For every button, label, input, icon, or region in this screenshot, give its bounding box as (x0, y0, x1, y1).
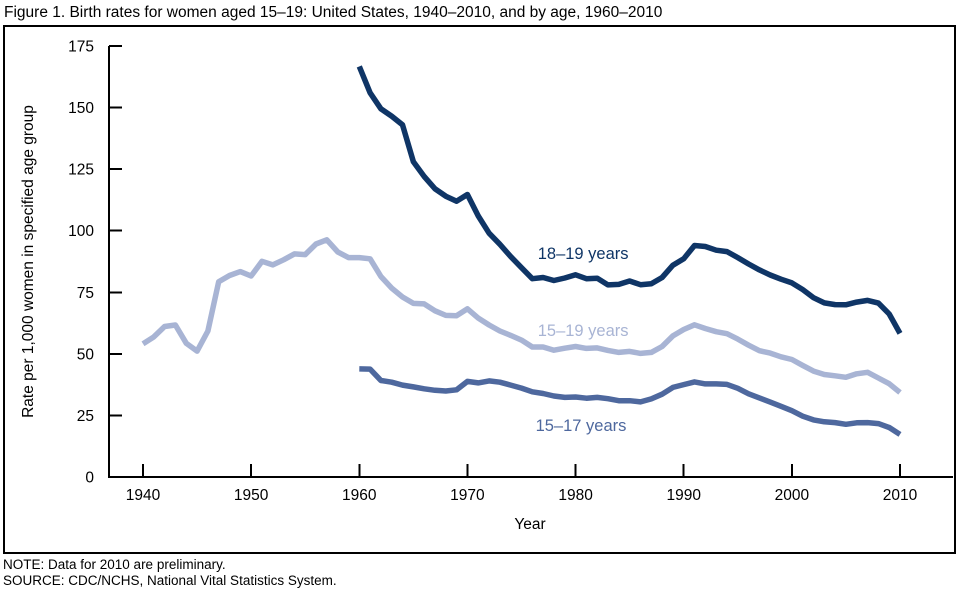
chart-canvas: 0 25 50 75 100 125 150 175 1940 1950 1960 1970 1980 1… (3, 25, 956, 554)
series-line-15-17 (359, 366, 902, 437)
x-tick-label: 2000 (775, 487, 810, 504)
y-tick-label: 175 (68, 39, 94, 56)
x-tick-label: 1970 (450, 487, 485, 504)
y-tick-label: 150 (68, 100, 94, 117)
figure-title: Figure 1. Birth rates for women aged 15–… (4, 4, 663, 21)
x-tick-label: 1990 (666, 487, 701, 504)
x-tick-label: 2010 (883, 487, 918, 504)
note-text: NOTE: Data for 2010 are preliminary. (3, 557, 226, 572)
series-label-15-19: 15–19 years (538, 322, 629, 340)
y-tick-label: 0 (85, 470, 94, 487)
x-tick-label: 1950 (234, 487, 269, 504)
y-tick-label: 25 (77, 408, 94, 425)
series-line-18-19 (356, 65, 903, 335)
series-label-15-17: 15–17 years (536, 417, 627, 435)
y-tick-label: 50 (77, 346, 95, 363)
series-label-18-19: 18–19 years (538, 245, 629, 263)
y-tick-label: 100 (68, 223, 94, 240)
x-tick-label: 1960 (342, 487, 377, 504)
x-axis-title: Year (514, 516, 545, 533)
x-tick-label: 1940 (126, 487, 161, 504)
y-tick-label: 75 (77, 285, 94, 302)
source-text: SOURCE: CDC/NCHS, National Vital Statist… (3, 573, 337, 588)
y-tick-label: 125 (68, 162, 94, 179)
series-line-15-19 (141, 237, 902, 395)
plot-frame (3, 25, 956, 554)
y-axis-title: Rate per 1,000 women in specified age gr… (20, 105, 37, 418)
x-tick-label: 1980 (558, 487, 593, 504)
